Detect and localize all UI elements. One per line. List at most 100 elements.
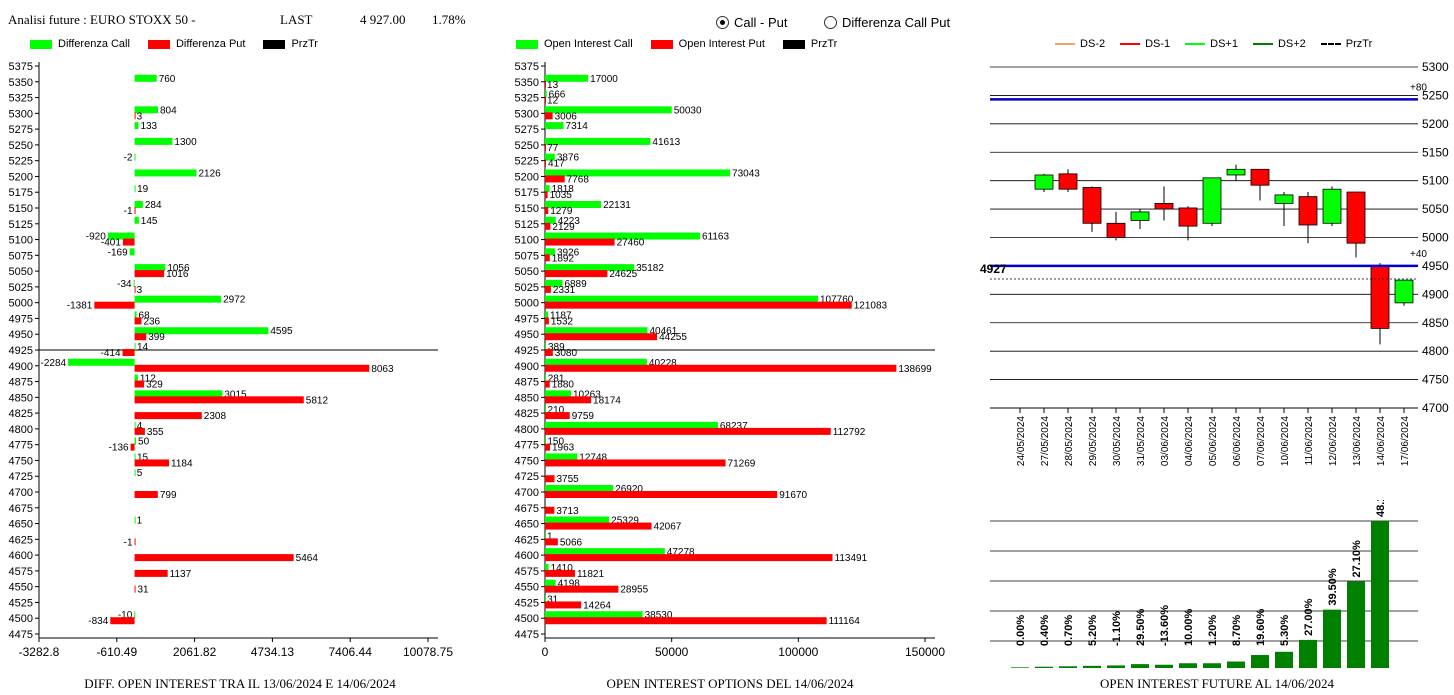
- legend-label: Differenza Put: [175, 38, 246, 50]
- bar-put: [545, 380, 550, 388]
- bar-label: 19.60%: [1255, 608, 1267, 646]
- bar-label: -13.60%: [1159, 605, 1171, 646]
- bar-call: [134, 611, 136, 619]
- bar-put: [134, 380, 145, 388]
- radio-differenza[interactable]: Differenza Call Put: [824, 15, 950, 30]
- bar-call: [134, 327, 269, 335]
- data-label: 68237: [720, 421, 748, 432]
- candle-body: [1346, 191, 1366, 244]
- y-tick-label: 5125: [9, 219, 33, 231]
- y-tick-label: 4850: [515, 392, 539, 404]
- y-tick-label: 5175: [515, 187, 539, 199]
- bar-put: [545, 285, 551, 293]
- bar-call: [134, 169, 197, 177]
- candle-body: [1058, 173, 1078, 190]
- bar-put: [545, 601, 582, 609]
- data-label: 133: [140, 121, 157, 132]
- data-label: 5066: [560, 537, 583, 548]
- data-label: 14264: [583, 600, 611, 611]
- bar-label: 5.30%: [1279, 615, 1291, 646]
- y-tick-label: 5100: [515, 235, 539, 247]
- bar-put: [94, 301, 135, 309]
- y-tick-label: 4700: [515, 487, 539, 499]
- data-label: 5464: [296, 553, 319, 564]
- legend-line-icon: [1320, 43, 1341, 45]
- open-interest-options-chart: 5375 5350 5325 5300 5275 5250 5225 5200 5175 5150…: [515, 61, 946, 659]
- data-label: 1: [547, 531, 553, 542]
- bar-put: [545, 222, 551, 230]
- y-tick-label: 4500: [9, 613, 33, 625]
- x-tick-label: 100000: [778, 645, 818, 659]
- y-tick-label: 5175: [9, 187, 33, 199]
- level-label: +40: [1410, 249, 1427, 260]
- data-label: 19: [137, 184, 149, 195]
- data-label: 1963: [552, 443, 575, 454]
- data-label: 1137: [170, 569, 192, 580]
- x-tick-label: 27/05/2024: [1040, 416, 1051, 466]
- x-tick-label: 4734.13: [251, 645, 295, 659]
- bar-put: [545, 396, 592, 404]
- data-label: 8063: [371, 364, 394, 375]
- bar-put: [545, 159, 547, 167]
- bar-label: 0.00%: [1015, 615, 1027, 646]
- y-tick-label: 5150: [9, 203, 33, 215]
- bar-call: [545, 343, 546, 350]
- data-label: 210: [548, 405, 565, 416]
- x-tick-label: 28/05/2024: [1064, 416, 1075, 466]
- bar-call: [545, 406, 546, 414]
- y-tick-label: 5275: [515, 124, 539, 136]
- y-tick-label: 5350: [9, 77, 33, 89]
- bar-label: -1.10%: [1111, 611, 1123, 646]
- y-tick-label: 5275: [9, 124, 33, 136]
- y-tick-label: 5225: [9, 156, 33, 168]
- y-tick-label: 4475: [9, 629, 33, 641]
- oi-bar: [1347, 581, 1365, 668]
- radio-call-put[interactable]: Call - Put: [716, 15, 787, 30]
- bar-label: 39.50%: [1327, 568, 1339, 606]
- bar-call: [545, 216, 556, 224]
- data-label: 1532: [551, 316, 574, 327]
- data-label: 284: [145, 200, 162, 211]
- data-label: 1016: [166, 269, 189, 280]
- x-tick-label: 30/05/2024: [1112, 416, 1123, 466]
- y-tick-label: 4500: [515, 613, 539, 625]
- x-tick-label: 31/05/2024: [1136, 416, 1147, 466]
- bar-put: [545, 112, 553, 120]
- oi-bar: [1179, 663, 1197, 668]
- y-tick-label: 5250: [515, 140, 539, 152]
- y-tick-label: 4925: [9, 345, 33, 357]
- y-tick-label: 5025: [9, 282, 33, 294]
- bar-call: [545, 595, 546, 603]
- bar-put: [130, 443, 135, 451]
- data-label: 1187: [550, 310, 572, 321]
- data-label: 9759: [572, 411, 595, 422]
- y-tick-label: 4850: [9, 392, 33, 404]
- data-label: 389: [548, 342, 565, 353]
- y-tick-label: 5300: [1422, 60, 1449, 74]
- y-tick-label: 4600: [9, 550, 33, 562]
- bar-call: [545, 532, 546, 540]
- y-tick-label: 4750: [515, 455, 539, 467]
- y-tick-label: 4900: [1422, 287, 1449, 301]
- bar-label: 29.50%: [1135, 608, 1147, 646]
- data-label: -401: [101, 238, 121, 249]
- y-tick-label: 4725: [9, 471, 33, 483]
- x-tick-label: -3282.8: [19, 645, 60, 659]
- y-tick-label: 4625: [515, 534, 539, 546]
- y-tick-label: 5250: [1422, 88, 1449, 102]
- bar-call: [134, 185, 136, 193]
- data-label: 12748: [579, 452, 607, 463]
- data-label: 38530: [645, 610, 673, 621]
- bar-call: [134, 421, 136, 429]
- bar-call: [134, 295, 222, 303]
- diff-open-interest-chart: 5375535053255300527552505225520051755150…: [9, 61, 454, 659]
- y-tick-label: 5325: [9, 93, 33, 105]
- data-label: 3876: [557, 153, 580, 164]
- data-label: 10263: [573, 389, 601, 400]
- x-tick-label: 12/06/2024: [1328, 416, 1339, 466]
- bar-call: [545, 485, 614, 492]
- bar-put: [134, 396, 304, 404]
- data-label: 281: [548, 374, 565, 385]
- y-tick-label: 4675: [515, 503, 539, 515]
- y-tick-label: 5250: [9, 140, 33, 152]
